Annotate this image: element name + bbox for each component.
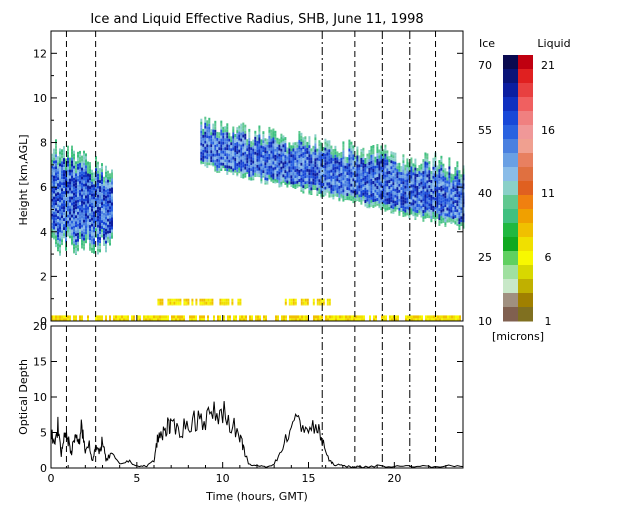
top-frame bbox=[50, 30, 464, 322]
colorbar-ice-cell bbox=[503, 181, 518, 196]
colorbar-ice-cell bbox=[503, 237, 518, 252]
colorbar-liquid-cell bbox=[518, 97, 533, 112]
bottom-ytick-label: 10 bbox=[33, 391, 47, 404]
xtick-label: 5 bbox=[133, 472, 140, 485]
top-ytick-label: 8 bbox=[40, 137, 47, 150]
colorbar-ice-tick: 40 bbox=[478, 187, 492, 200]
colorbar-ice-tick: 10 bbox=[478, 315, 492, 328]
xtick-label: 15 bbox=[302, 472, 316, 485]
xtick-label: 10 bbox=[216, 472, 230, 485]
colorbar-ice-tick: 25 bbox=[478, 251, 492, 264]
bottom-ylabel: Optical Depth bbox=[17, 359, 30, 435]
colorbar-liquid-label: Liquid bbox=[537, 37, 570, 50]
colorbar-ice-tick: 55 bbox=[478, 124, 492, 137]
chart-title: Ice and Liquid Effective Radius, SHB, Ju… bbox=[90, 12, 423, 27]
colorbar-ice-cell bbox=[503, 125, 518, 140]
colorbar-liquid-tick: 21 bbox=[541, 59, 555, 72]
colorbar-liquid-cell bbox=[518, 83, 533, 98]
colorbar-ice-cell bbox=[503, 167, 518, 182]
colorbar-ice-cell bbox=[503, 293, 518, 308]
colorbar-liquid-cell bbox=[518, 223, 533, 238]
colorbar-ice-cell bbox=[503, 279, 518, 294]
top-ylabel: Height [km,AGL] bbox=[17, 134, 30, 225]
bottom-ytick-label: 0 bbox=[40, 462, 47, 475]
colorbar-liquid-cell bbox=[518, 195, 533, 210]
xtick-label: 20 bbox=[387, 472, 401, 485]
colorbar-ice-cell bbox=[503, 153, 518, 168]
colorbar-ice-cell bbox=[503, 83, 518, 98]
xtick-label: 0 bbox=[48, 472, 55, 485]
colorbar-ice-cell bbox=[503, 97, 518, 112]
x-axis-label: Time (hours, GMT) bbox=[205, 490, 308, 503]
colorbar-ice-cell bbox=[503, 209, 518, 224]
colorbar-ice-tick: 70 bbox=[478, 59, 492, 72]
colorbar-liquid-cell bbox=[518, 209, 533, 224]
colorbar-liquid-cell bbox=[518, 265, 533, 280]
colorbar-ice-label: Ice bbox=[479, 37, 495, 50]
colorbar-liquid-cell bbox=[518, 307, 533, 322]
cloud-region-ice bbox=[51, 139, 113, 256]
top-ytick-label: 10 bbox=[33, 92, 47, 105]
colorbar-liquid-cell bbox=[518, 55, 533, 70]
colorbar-ice-cell bbox=[503, 265, 518, 280]
colorbar-liquid-tick: 1 bbox=[545, 315, 552, 328]
colorbar-ice-cell bbox=[503, 55, 518, 70]
colorbar-ice-cell bbox=[503, 69, 518, 84]
colorbar-liquid-cell bbox=[518, 69, 533, 84]
cloud-region-liquid bbox=[284, 298, 331, 306]
top-ytick-label: 6 bbox=[40, 181, 47, 194]
colorbar-liquid-cell bbox=[518, 167, 533, 182]
optical-depth-line bbox=[50, 401, 464, 469]
top-ytick-label: 4 bbox=[40, 226, 47, 239]
colorbar-liquid-cell bbox=[518, 111, 533, 126]
effective-radius-panel: 0 2 4 6 8 10 12 bbox=[33, 30, 465, 328]
bottom-ytick-label: 15 bbox=[33, 356, 47, 369]
colorbar-units: [microns] bbox=[492, 330, 544, 343]
colorbar-ice-cell bbox=[503, 111, 518, 126]
colorbar-ice-cell bbox=[503, 307, 518, 322]
top-ytick-label: 12 bbox=[33, 47, 47, 60]
bottom-ytick-label: 20 bbox=[33, 320, 47, 333]
top-ytick-label: 0 bbox=[40, 315, 47, 328]
colorbar-liquid-tick: 6 bbox=[545, 251, 552, 264]
colorbar-liquid-cell bbox=[518, 237, 533, 252]
bottom-ytick-label: 5 bbox=[40, 427, 47, 440]
colorbar-liquid-cell bbox=[518, 279, 533, 294]
bottom-frame bbox=[50, 325, 464, 469]
colorbar-liquid-cell bbox=[518, 153, 533, 168]
colorbar-ice-cell bbox=[503, 195, 518, 210]
colorbar-liquid-cell bbox=[518, 139, 533, 154]
optical-depth-panel: 0 5 10 15 20 0 5 10 15 20 bbox=[33, 320, 464, 485]
cloud-region-liquid bbox=[157, 298, 242, 306]
top-ytick-label: 2 bbox=[40, 270, 47, 283]
colorbar-liquid-cell bbox=[518, 181, 533, 196]
cloud-region-liquid bbox=[51, 315, 461, 321]
colorbar-liquid-cell bbox=[518, 293, 533, 308]
colorbar-liquid-cell bbox=[518, 251, 533, 266]
cloud-region-ice bbox=[200, 116, 465, 230]
colorbar-ice-cell bbox=[503, 139, 518, 154]
colorbar-ice-cell bbox=[503, 223, 518, 238]
colorbar-ice-cell bbox=[503, 251, 518, 266]
colorbar: 70 55 40 25 10 21 16 11 6 1 bbox=[478, 55, 555, 328]
colorbar-liquid-tick: 16 bbox=[541, 124, 555, 137]
colorbar-liquid-tick: 11 bbox=[541, 187, 555, 200]
colorbar-liquid-cell bbox=[518, 125, 533, 140]
